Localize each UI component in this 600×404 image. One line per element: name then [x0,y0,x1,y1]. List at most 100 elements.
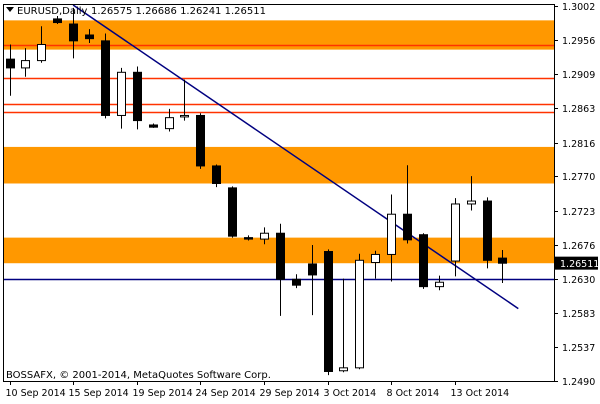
horizontal-levels [4,44,554,114]
candle-30 [467,176,476,211]
candle-10 [149,123,158,128]
candle-26 [403,165,412,244]
x-tick-label: 3 Oct 2014 [324,388,377,399]
candle-25 [387,194,396,282]
time-axis: 10 Sep 2014 15 Sep 2014 19 Sep 2014 24 Sep … [6,381,510,399]
candle-body-bearish [324,251,333,372]
candle-7 [101,33,110,119]
candle-9 [133,66,142,130]
candle-body-bullish [165,117,174,130]
current-price-tag: 1.26511 [555,256,599,270]
candle-body-bearish [149,124,158,128]
y-tick-label: 1.3002 [562,2,595,13]
candle-body-bullish [435,281,444,288]
candle-14 [212,164,221,188]
candle-6 [85,29,94,44]
candle-body-bullish [339,367,348,372]
x-tick-label: 19 Sep 2014 [133,388,193,399]
candle-22 [339,278,348,373]
candle-body-bearish [244,237,253,240]
candle-body-bearish [196,114,205,167]
candle-12 [180,79,189,121]
candle-body-bearish [483,200,492,261]
candle-28 [435,275,444,291]
candle-body-bearish [133,71,142,122]
candle-body-bullish [387,213,396,255]
candle-8 [117,67,126,129]
candle-3 [37,26,46,63]
supply-demand-bands [4,20,554,264]
candle-20 [308,244,317,316]
current-price-tag-bg [555,256,598,270]
candle-body-bearish [419,234,428,288]
y-tick-label: 1.2537 [562,343,595,354]
candle-4 [53,15,62,25]
x-tick-label: 13 Oct 2014 [451,388,510,399]
candle-body-bearish [6,58,15,69]
candle-body-bearish [228,187,237,237]
candle-body-bearish [403,213,412,241]
zone-band-1 [4,20,554,50]
candle-15 [228,186,237,238]
y-tick-label: 1.2676 [562,241,595,252]
candle-body-bullish [21,60,30,69]
candle-23 [355,253,364,370]
y-tick-label: 1.2583 [562,309,595,320]
y-tick-label: 1.2630 [562,275,595,286]
candle-31 [483,197,492,269]
candle-body-bullish [37,44,46,62]
candle-19 [292,274,301,289]
candle-body-bearish [308,263,317,276]
y-tick-label: 1.2909 [562,70,595,81]
x-tick-label: 29 Sep 2014 [260,388,320,399]
candle-24 [371,250,380,279]
candle-body-bullish [467,200,476,205]
candle-21 [324,249,333,376]
candle-29 [451,198,460,277]
x-tick-label: 8 Oct 2014 [387,388,440,399]
candle-body-bearish [498,257,507,264]
candle-16 [244,235,253,241]
candlestick-series [6,7,507,376]
candle-body-bullish [117,71,126,116]
ohlc-values: 1.26575 1.26686 1.26241 1.26511 [91,6,266,17]
candle-11 [165,108,174,132]
candle-body-bearish [85,34,94,40]
candle-13 [196,113,205,169]
candle-body-bearish [292,278,301,286]
candle-5 [69,7,78,59]
y-tick-label: 1.2956 [562,36,595,47]
y-tick-label: 1.2770 [562,172,595,183]
x-tick-label: 10 Sep 2014 [6,388,66,399]
candle-body-bearish [276,232,285,280]
candle-body-bullish [355,259,364,369]
y-tick-label: 1.2490 [562,377,595,388]
current-price-label: 1.26511 [560,259,599,270]
candle-body-bullish [451,203,460,262]
x-tick-label: 15 Sep 2014 [69,388,129,399]
candle-2 [21,48,30,77]
candle-body-bearish [53,18,62,24]
y-tick-label: 1.2816 [562,139,595,150]
copyright-label: BOSSAFX, © 2001-2014, MetaQuotes Softwar… [6,370,271,381]
candle-32 [498,250,507,283]
chart-menu-arrow-icon[interactable] [6,7,14,12]
x-tick-label: 24 Sep 2014 [196,388,256,399]
y-tick-label: 1.2723 [562,207,595,218]
candle-1 [6,44,15,96]
trendline-layer [72,4,519,310]
price-axis: 1.3002 1.2956 1.2909 1.2863 1.2816 1.2770 1.27… [554,2,595,388]
candle-body-bullish [371,253,380,263]
y-tick-label: 1.2863 [562,104,595,115]
symbol-label: EURUSD,Daily [17,6,88,17]
candle-body-bullish [180,114,189,118]
descending-trendline [72,4,519,310]
plot-frame [3,4,555,382]
candle-body-bearish [101,40,110,116]
candle-body-bullish [260,232,269,240]
candle-body-bearish [212,165,221,184]
candle-27 [419,233,428,289]
candle-18 [276,223,285,316]
